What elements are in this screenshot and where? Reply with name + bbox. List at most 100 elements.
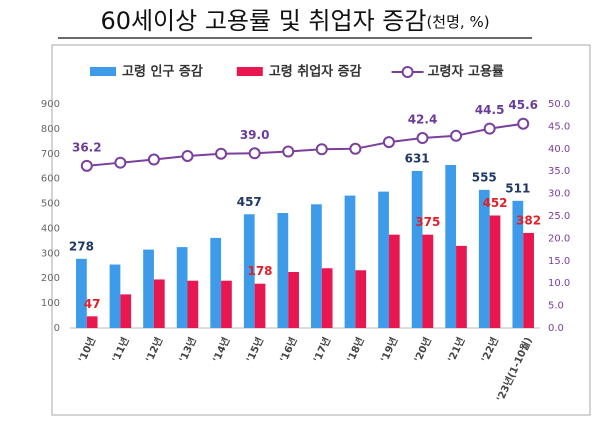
y-tick-label: 600 — [41, 174, 60, 185]
y2-tick-label: 20.0 — [548, 233, 570, 244]
line-marker — [215, 147, 228, 160]
data-label: 457 — [237, 195, 262, 209]
line-marker — [282, 145, 295, 158]
data-label: 382 — [516, 213, 541, 227]
legend-label: 고령자 고용률 — [428, 64, 504, 80]
x-tick-label: '12년 — [143, 335, 166, 364]
y2-tick-label: 45.0 — [548, 121, 570, 132]
y-tick-label: 900 — [41, 99, 60, 110]
data-label: 36.2 — [72, 140, 102, 154]
data-label: 47 — [84, 297, 101, 311]
y2-tick-label: 30.0 — [548, 189, 570, 200]
line-marker — [80, 159, 93, 172]
line-marker — [248, 147, 261, 160]
y2-tick-label: 50.0 — [548, 99, 570, 110]
bar — [378, 191, 389, 328]
line-marker — [114, 156, 127, 169]
x-tick-label: '17년 — [310, 335, 333, 364]
bar — [143, 249, 154, 328]
bar — [523, 232, 534, 328]
line-marker — [483, 122, 496, 135]
bar — [388, 234, 400, 328]
data-label: 555 — [472, 170, 497, 184]
bar — [344, 195, 356, 328]
line-marker — [181, 149, 194, 162]
data-label: 178 — [247, 264, 272, 278]
bar — [86, 316, 98, 328]
bar — [187, 280, 199, 328]
bar — [153, 279, 165, 328]
title-unit: (천명, %) — [426, 13, 489, 31]
legend-label: 고령 취업자 증감 — [269, 64, 362, 80]
line-marker — [349, 142, 362, 155]
y2-tick-label: 0.0 — [548, 323, 564, 334]
y2-tick-label: 10.0 — [548, 278, 570, 289]
data-label: 42.4 — [408, 113, 438, 127]
line-marker — [450, 129, 463, 142]
bar — [221, 280, 232, 328]
y-tick-label: 700 — [41, 149, 60, 160]
chart-title: 60세이상 고용률 및 취업자 증감(천명, %) — [100, 7, 489, 35]
bar — [512, 200, 524, 328]
bar — [355, 270, 367, 328]
line-marker — [517, 117, 530, 130]
y-tick-label: 400 — [41, 223, 60, 234]
x-tick-label: '14년 — [210, 335, 233, 364]
x-tick-label: '15년 — [243, 335, 266, 364]
line-marker — [416, 132, 429, 145]
data-label: 44.5 — [475, 103, 505, 117]
bar — [311, 204, 322, 328]
bar — [243, 214, 255, 328]
y2-tick-label: 40.0 — [548, 144, 570, 155]
x-tick-label: '18년 — [344, 335, 367, 364]
title-main: 60세이상 고용률 및 취업자 증감 — [100, 7, 426, 35]
x-tick-label: '13년 — [176, 335, 199, 364]
y-tick-label: 100 — [41, 298, 60, 309]
legend-swatch — [90, 67, 116, 76]
line-marker — [147, 153, 160, 166]
bar — [210, 237, 222, 328]
bar — [445, 164, 457, 328]
legend-swatch — [236, 67, 263, 76]
legend-label: 고령 인구 증감 — [122, 64, 203, 80]
y2-tick-label: 35.0 — [548, 166, 570, 177]
x-tick-label: '11년 — [109, 335, 132, 364]
bar — [120, 294, 132, 328]
x-tick-label: '20년 — [411, 335, 434, 364]
data-label: 452 — [482, 196, 507, 210]
bar — [76, 258, 87, 328]
data-label: 39.0 — [240, 128, 270, 142]
bar — [254, 283, 266, 328]
x-tick-label: '16년 — [277, 335, 300, 364]
bar — [456, 245, 467, 328]
y2-tick-label: 5.0 — [548, 301, 564, 312]
data-label: 45.6 — [508, 98, 538, 112]
bar — [109, 264, 121, 328]
bar — [288, 272, 299, 328]
y-tick-label: 300 — [41, 248, 60, 259]
line-marker — [382, 136, 395, 149]
x-tick-label: '22년 — [478, 335, 501, 364]
y2-tick-label: 25.0 — [548, 211, 570, 222]
data-label: 631 — [405, 151, 430, 165]
x-tick-label: '23년(1-10월) — [493, 335, 534, 404]
bar — [489, 215, 501, 328]
bar — [422, 234, 434, 328]
data-label: 278 — [69, 239, 94, 253]
bar — [411, 170, 423, 328]
x-tick-label: '21년 — [445, 335, 468, 364]
bar — [277, 213, 289, 328]
bar — [478, 189, 490, 328]
bar — [176, 247, 188, 328]
legend-marker — [401, 66, 414, 78]
frame — [51, 44, 591, 416]
y2-tick-label: 15.0 — [548, 256, 570, 267]
data-label: 511 — [505, 181, 530, 195]
line-marker — [315, 143, 328, 156]
x-tick-label: '10년 — [75, 335, 98, 364]
y-tick-label: 200 — [41, 273, 60, 284]
y-tick-label: 0 — [54, 323, 60, 334]
y-tick-label: 500 — [41, 199, 60, 210]
data-label: 375 — [415, 215, 440, 229]
